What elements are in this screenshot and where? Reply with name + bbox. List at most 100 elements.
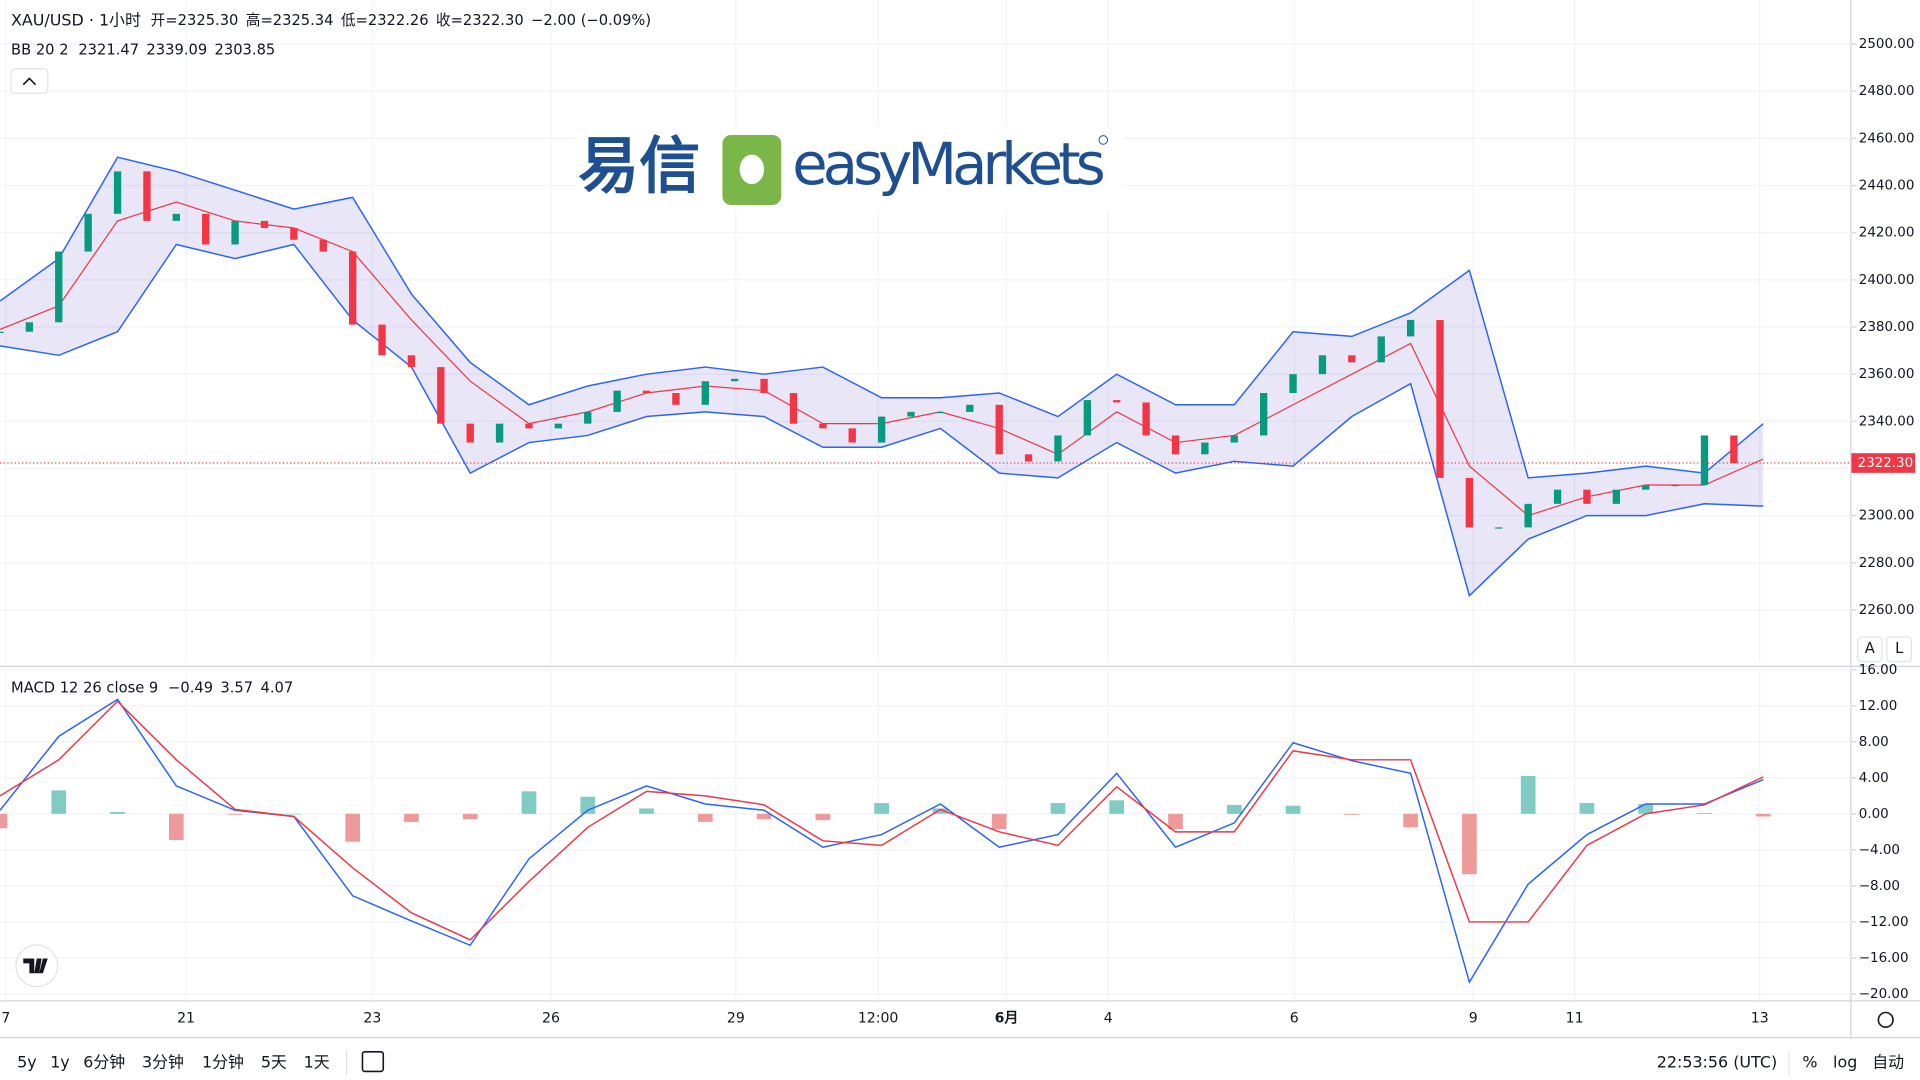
signal-line [0,700,1764,941]
indicator-label: BB 20 2 [11,41,69,58]
histogram-bar [1168,813,1183,830]
candle [495,423,504,443]
histogram-bar [1403,813,1418,828]
candle [1436,319,1444,478]
scale-option[interactable]: % [1802,1052,1817,1071]
x-tick-label: 6月 [995,1011,1019,1027]
indicator-value: 2321.47 [78,41,139,58]
y-tick-label: 16.00 [1859,662,1898,678]
histogram-bar [991,813,1007,830]
candle [1553,489,1562,504]
candle [1171,435,1180,455]
settings-button[interactable] [1877,1011,1894,1029]
scale-option[interactable]: log [1833,1052,1857,1071]
candle [84,213,92,252]
candle [319,239,327,252]
scale-button-bg[interactable] [1886,636,1913,663]
candle [231,220,239,245]
candle [1612,489,1620,504]
range-button[interactable]: 5y [17,1052,37,1071]
candle [672,393,680,405]
indicator-value: 2303.85 [215,41,276,58]
logo-en: easyMarkets [792,131,1105,198]
candle [1260,393,1268,436]
range-button[interactable]: 5天 [261,1052,287,1071]
candle [1377,336,1385,363]
histogram-bar [1285,805,1301,814]
candle [55,251,63,323]
scale-button[interactable]: L [1895,640,1904,657]
y-tick-label: 2440.00 [1859,178,1915,194]
histogram-bar [51,790,67,814]
candle [290,227,298,240]
candle [1465,477,1474,528]
ohlc-value: 2325.34 [273,12,334,29]
y-tick-label: −4.00 [1859,842,1900,858]
y-tick-label: 2380.00 [1859,319,1915,335]
y-tick-label: 2480.00 [1859,83,1915,99]
candle [907,411,915,417]
y-tick-label: −16.00 [1859,950,1909,966]
histogram-bar [1755,813,1771,817]
x-tick-label: 7 [1,1011,10,1027]
logo-dot [739,154,765,185]
candle [642,390,651,394]
indicator-value: 3.57 [220,679,253,696]
candle [143,171,151,221]
candle [1348,355,1356,363]
x-tick-label: 6 [1290,1011,1299,1027]
candle [877,416,886,443]
candle [0,331,4,333]
range-button[interactable]: 1天 [304,1052,330,1071]
ohlc-value: 2325.30 [178,12,239,29]
last-price-label: 2322.30 [1858,455,1914,471]
candle [1142,402,1150,436]
candle [848,428,856,443]
candle [819,423,827,429]
candle [554,423,563,429]
y-tick-label: 2460.00 [1859,130,1915,146]
candle [407,355,416,368]
range-button[interactable]: 1y [50,1052,70,1071]
scale-option[interactable]: 自动 [1872,1052,1904,1071]
histogram-bar [1697,812,1712,814]
y-tick-label: 4.00 [1859,770,1889,786]
grid [0,0,1852,1001]
change: −2.00 (−0.09%) [531,12,651,29]
candle [1024,454,1033,462]
logo-registered [1098,135,1109,145]
scale-button-bg[interactable] [1856,636,1883,663]
histogram-bar [1109,800,1125,814]
y-tick-label: 2300.00 [1859,508,1915,524]
histogram-bar [1050,803,1066,814]
last-price-tag [1851,453,1916,473]
candle [172,213,180,221]
histogram-bar [286,813,302,815]
x-tick-label: 29 [727,1011,745,1027]
histogram-bar [1344,813,1360,815]
y-tick-label: 2400.00 [1859,272,1915,288]
candle [1730,435,1738,464]
logo: 易信 easyMarkets [575,127,1123,210]
scale-button[interactable]: A [1865,640,1875,657]
x-tick-label: 23 [363,1011,381,1027]
histogram-bar [874,803,889,814]
candle [1671,484,1679,487]
axes: 2260.002280.002300.002320.002340.002360.… [1,36,1916,1027]
histogram-bar [933,808,948,814]
histogram-bar [697,813,713,822]
range-button[interactable]: 6分钟 [83,1052,125,1071]
histogram-bar [462,813,478,820]
range-button[interactable]: 1分钟 [202,1052,244,1071]
candle [25,322,34,332]
x-tick-label: 12:00 [858,1011,899,1027]
date-range-button[interactable] [361,1050,385,1073]
range-button[interactable]: 3分钟 [142,1052,184,1071]
histogram-bar [1579,803,1595,814]
candle [936,411,945,414]
collapse-button[interactable] [10,68,49,94]
toolbar: 5y 1y 6分钟 3分钟 1分钟 5天 1天 22:53:56 (UTC)% log 自动 [17,1050,1904,1076]
histogram-bar [404,813,419,822]
candle [260,220,269,228]
